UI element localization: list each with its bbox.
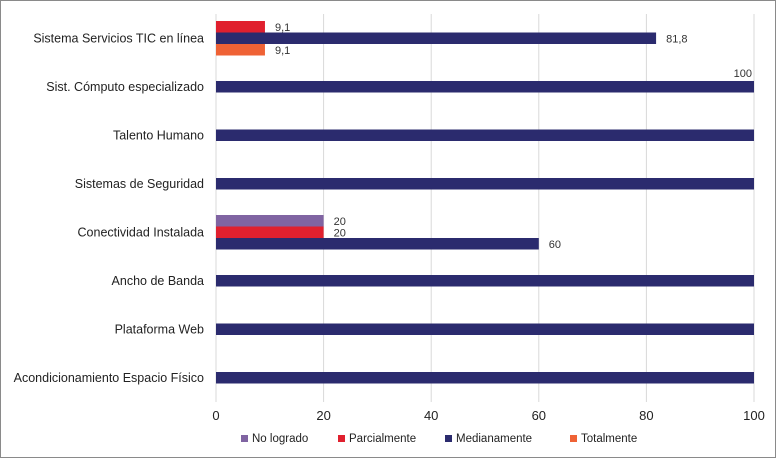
- bar: [216, 275, 754, 287]
- data-label: 81,8: [666, 33, 687, 45]
- category-label: Sistema Servicios TIC en línea: [33, 31, 204, 45]
- bar: [216, 215, 324, 227]
- x-axis-ticks: 0 20 40 60 80 100: [212, 408, 764, 423]
- bar: [216, 81, 754, 93]
- category-label: Acondicionamiento Espacio Físico: [14, 371, 204, 385]
- bars: [216, 21, 754, 384]
- bar: [216, 32, 657, 44]
- bar: [216, 178, 754, 190]
- data-label: 20: [334, 216, 346, 228]
- legend-label: No logrado: [252, 433, 308, 445]
- bar: [216, 129, 754, 141]
- legend-swatch: [445, 435, 452, 442]
- category-labels: Sistema Servicios TIC en línea Sist. Cómp…: [14, 31, 204, 385]
- legend: No logrado Parcialmente Medianamente Totalm…: [241, 433, 637, 445]
- category-label: Sist. Cómputo especializado: [46, 80, 204, 94]
- x-tick-label: 20: [316, 408, 330, 423]
- legend-swatch: [338, 435, 345, 442]
- category-label: Sistemas de Seguridad: [75, 177, 204, 191]
- x-tick-label: 40: [424, 408, 438, 423]
- data-label: 9,1: [275, 22, 290, 34]
- legend-swatch: [241, 435, 248, 442]
- bar: [216, 238, 539, 250]
- legend-swatch: [570, 435, 577, 442]
- x-tick-label: 60: [532, 408, 546, 423]
- legend-label: Medianamente: [456, 433, 532, 445]
- legend-label: Parcialmente: [349, 433, 416, 445]
- gridlines: [215, 14, 755, 402]
- category-label: Conectividad Instalada: [78, 225, 205, 239]
- category-label: Plataforma Web: [115, 322, 204, 336]
- bar: [216, 372, 754, 384]
- x-tick-label: 80: [639, 408, 653, 423]
- data-label: 20: [334, 227, 346, 239]
- bar: [216, 323, 754, 335]
- category-label: Talento Humano: [113, 128, 204, 142]
- data-label: 100: [734, 68, 752, 80]
- bar: [216, 21, 265, 33]
- data-label: 9,1: [275, 45, 290, 57]
- category-label: Ancho de Banda: [112, 274, 204, 288]
- x-tick-label: 0: [212, 408, 219, 423]
- data-label: 60: [549, 239, 561, 251]
- x-tick-label: 100: [743, 408, 765, 423]
- legend-label: Totalmente: [581, 433, 637, 445]
- bar: [216, 44, 265, 56]
- bar: [216, 226, 324, 238]
